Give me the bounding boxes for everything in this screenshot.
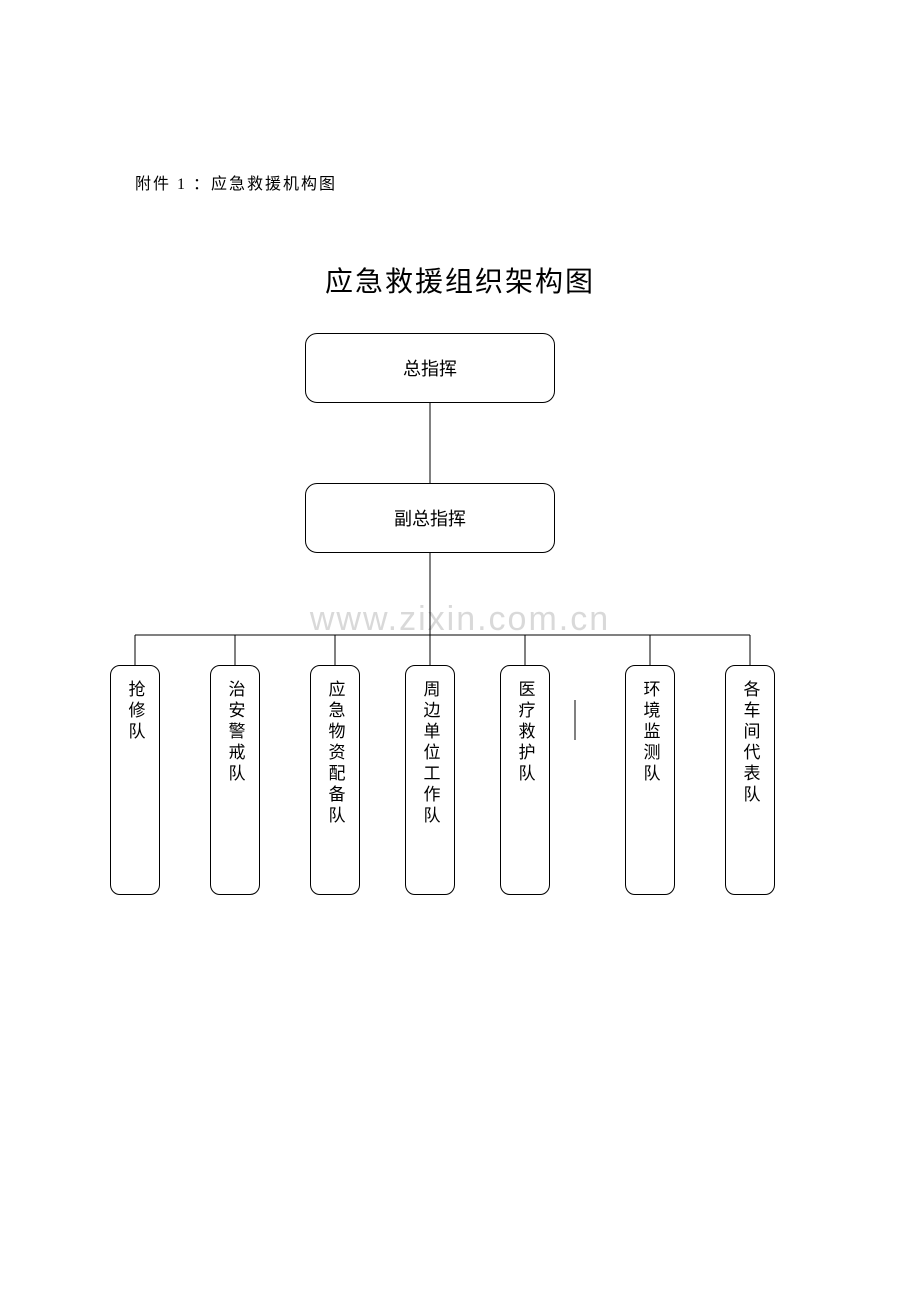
node-repair: 抢修队: [110, 665, 160, 895]
node-env-label: 环境监测队: [642, 680, 659, 785]
node-neighbors: 周边单位工作队: [405, 665, 455, 895]
node-workshop-label: 各车间代表队: [742, 680, 759, 806]
chart-title: 应急救援组织架构图: [0, 260, 920, 300]
node-repair-label: 抢修队: [127, 680, 144, 743]
page-header: 附件 1 ：应急救援机构图: [135, 170, 337, 194]
node-commander-label: 总指挥: [403, 355, 457, 381]
org-chart: 总指挥 副总指挥 抢修队 治安警戒队 应急物资配备队 周边单位工作队 医疗救护队…: [0, 330, 920, 980]
node-env: 环境监测队: [625, 665, 675, 895]
node-supplies-label: 应急物资配备队: [327, 680, 344, 827]
node-medical-label: 医疗救护队: [517, 680, 534, 785]
node-medical: 医疗救护队: [500, 665, 550, 895]
node-deputy: 副总指挥: [305, 483, 555, 553]
node-security-label: 治安警戒队: [227, 680, 244, 785]
node-workshop: 各车间代表队: [725, 665, 775, 895]
node-supplies: 应急物资配备队: [310, 665, 360, 895]
node-deputy-label: 副总指挥: [394, 505, 466, 531]
node-security: 治安警戒队: [210, 665, 260, 895]
node-neighbors-label: 周边单位工作队: [422, 680, 439, 827]
node-commander: 总指挥: [305, 333, 555, 403]
